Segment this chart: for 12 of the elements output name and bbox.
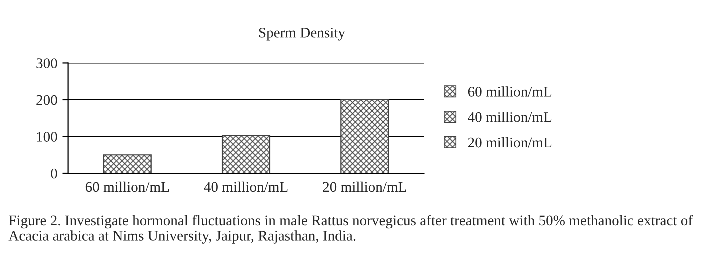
- y-tick-label: 100: [37, 132, 58, 142]
- x-tick-label: 60 million/mL: [86, 182, 170, 192]
- x-tick-label: 40 million/mL: [204, 182, 288, 192]
- y-tick-label: 200: [36, 95, 58, 106]
- chart-title: Sperm Density: [259, 28, 346, 41]
- legend-label: 60 million/mL: [468, 86, 552, 97]
- y-tick-label: 300: [36, 58, 58, 68]
- y-tick-label: 0: [51, 168, 58, 179]
- caption: Figure 2. Investigate hormonal fluctuations in male Rattus norvegicus after treatment with 50% methanolic extract of Acacia arabica at Nims University, Jaipur, Rajasthan, India.: [8, 215, 694, 244]
- x-tick-label: 20 million/mL: [323, 182, 406, 192]
- legend-label: 40 million/mL: [468, 112, 552, 122]
- legend-label: 20 million/mL: [468, 137, 552, 148]
